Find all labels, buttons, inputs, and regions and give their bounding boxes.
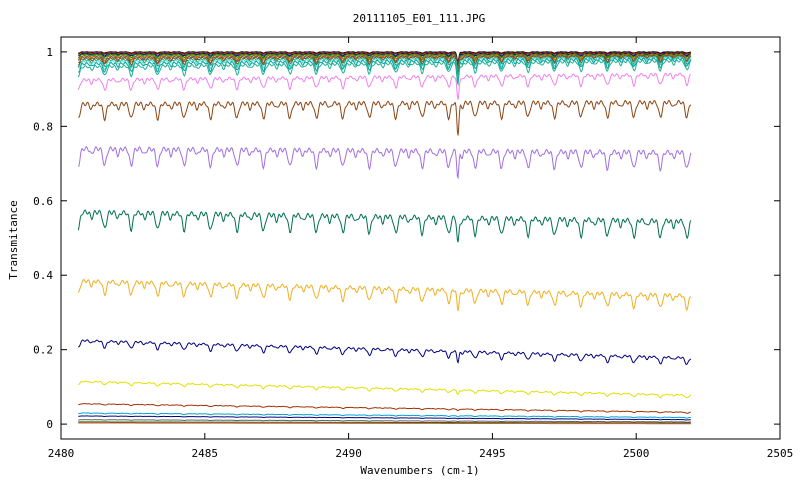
series-line — [78, 56, 691, 79]
series-line — [78, 57, 692, 82]
series-line — [78, 403, 691, 414]
x-tick-label: 2500 — [623, 447, 650, 460]
x-axis: 2480 2485 2490 2495 2500 2505 — [48, 37, 794, 460]
series-line — [78, 339, 692, 365]
x-tick-label: 2480 — [48, 447, 75, 460]
series-line — [78, 422, 691, 425]
y-axis: 0 0.2 0.4 0.6 0.8 1 — [33, 46, 780, 431]
y-tick-label: 0.2 — [33, 344, 53, 357]
series-line — [78, 415, 691, 421]
chart-title: 20111105_E01_111.JPG — [353, 12, 485, 25]
series-line — [78, 52, 691, 65]
series-line — [77, 278, 692, 312]
series-line — [77, 54, 691, 73]
series-line — [78, 421, 691, 424]
y-tick-label: 0.6 — [33, 195, 53, 208]
series-line — [78, 419, 691, 423]
x-tick-label: 2485 — [192, 447, 219, 460]
series-line — [78, 99, 692, 136]
y-tick-label: 0.4 — [33, 269, 53, 282]
series-line — [78, 380, 692, 399]
series-group — [77, 51, 692, 425]
x-tick-label: 2490 — [335, 447, 362, 460]
y-tick-label: 0.8 — [33, 120, 53, 133]
series-line — [77, 209, 692, 243]
plot-frame — [60, 36, 781, 440]
series-line — [77, 55, 691, 76]
y-tick-label: 1 — [46, 46, 53, 59]
series-line — [78, 146, 692, 180]
series-line — [77, 72, 691, 100]
x-tick-label: 2505 — [767, 447, 794, 460]
series-line — [78, 412, 691, 419]
x-tick-label: 2495 — [479, 447, 506, 460]
y-tick-label: 0 — [46, 418, 53, 431]
x-axis-label: Wavenumbers (cm-1) — [360, 464, 479, 477]
y-axis-label: Transmitance — [7, 200, 20, 279]
series-line — [77, 59, 692, 87]
